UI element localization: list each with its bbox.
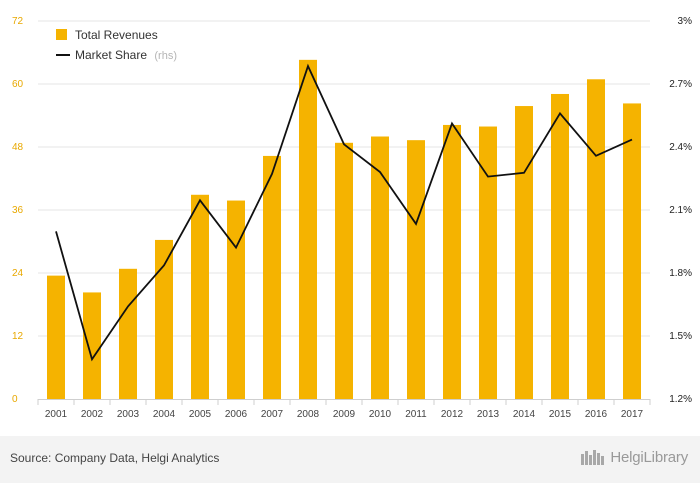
left-tick-label: 12 [12, 331, 24, 342]
x-tick-label: 2002 [81, 409, 104, 420]
revenue-bar-2010 [371, 136, 389, 399]
right-tick-label: 2.7% [669, 79, 692, 90]
left-tick-label: 36 [12, 205, 24, 216]
legend-label-market-share: Market Share (rhs) [75, 48, 177, 62]
legend-market-share-name: Market Share [75, 48, 147, 62]
legend-swatch-revenues [56, 29, 67, 40]
x-tick-label: 2001 [45, 409, 68, 420]
x-tick-label: 2004 [153, 409, 176, 420]
left-axis-ticks: 0 12 24 36 48 60 72 [12, 16, 24, 405]
brand-name: HelgiLibrary [610, 448, 688, 466]
left-tick-label: 60 [12, 79, 24, 90]
source-note: Source: Company Data, Helgi Analytics [10, 451, 220, 465]
revenue-bar-2016 [587, 79, 605, 400]
x-tick-label: 2013 [477, 409, 500, 420]
brand-logo: HelgiLibrary [580, 448, 688, 466]
legend-market-share-suffix: (rhs) [154, 50, 177, 62]
x-tick-label: 2006 [225, 409, 248, 420]
revenue-bar-2009 [335, 142, 353, 400]
revenue-bar-2017 [623, 103, 641, 400]
revenue-bar-2012 [443, 124, 461, 399]
right-axis-ticks: 1.2% 1.5% 1.8% 2.1% 2.4% 2.7% 3% [669, 16, 692, 405]
revenue-bar-2015 [551, 93, 569, 399]
legend-label-revenues: Total Revenues [75, 28, 158, 42]
right-tick-label: 1.2% [669, 394, 692, 405]
revenue-bar-2007 [263, 155, 281, 399]
revenue-bar-2006 [227, 200, 245, 399]
library-books-icon [581, 450, 605, 465]
x-tick-label: 2015 [549, 409, 572, 420]
revenue-bar-2008 [299, 59, 317, 399]
legend: Total Revenues Market Share (rhs) [56, 28, 177, 62]
left-tick-label: 24 [12, 268, 24, 279]
revenue-bar-2002 [83, 292, 101, 399]
market-share-line-group [55, 63, 633, 362]
x-tick-label: 2009 [333, 409, 356, 420]
revenue-bar-2003 [119, 268, 137, 399]
revenue-bar-2005 [191, 194, 209, 399]
left-tick-label: 48 [12, 142, 24, 153]
right-tick-label: 3% [678, 16, 693, 27]
revenue-bar-2001 [47, 275, 65, 399]
right-tick-label: 2.4% [669, 142, 692, 153]
left-tick-label: 0 [12, 394, 18, 405]
x-tick-label: 2011 [405, 409, 427, 420]
x-axis: 2001 2002 2003 2004 2005 2006 2007 2008 2009 2010… [37, 399, 651, 420]
x-tick-label: 2012 [441, 409, 464, 420]
x-tick-label: 2014 [513, 409, 536, 420]
x-tick-label: 2003 [117, 409, 140, 420]
right-tick-label: 1.5% [669, 331, 692, 342]
revenue-bar-2011 [407, 140, 425, 400]
footer: Source: Company Data, Helgi Analytics He… [0, 436, 700, 483]
combo-chart: 2001 2002 2003 2004 2005 2006 2007 2008 2009 2010… [12, 16, 692, 420]
revenue-bars [47, 59, 641, 400]
x-tick-label: 2017 [621, 409, 644, 420]
x-tick-label: 2016 [585, 409, 608, 420]
market-share-line [55, 63, 633, 362]
revenue-bar-2013 [479, 126, 497, 400]
x-tick-label: 2005 [189, 409, 212, 420]
revenue-bar-2014 [515, 106, 533, 400]
left-tick-label: 72 [12, 16, 24, 27]
x-tick-label: 2010 [369, 409, 392, 420]
revenue-bar-2004 [155, 239, 173, 399]
right-tick-label: 2.1% [669, 205, 692, 216]
right-tick-label: 1.8% [669, 268, 692, 279]
x-tick-label: 2008 [297, 409, 320, 420]
x-tick-label: 2007 [261, 409, 284, 420]
